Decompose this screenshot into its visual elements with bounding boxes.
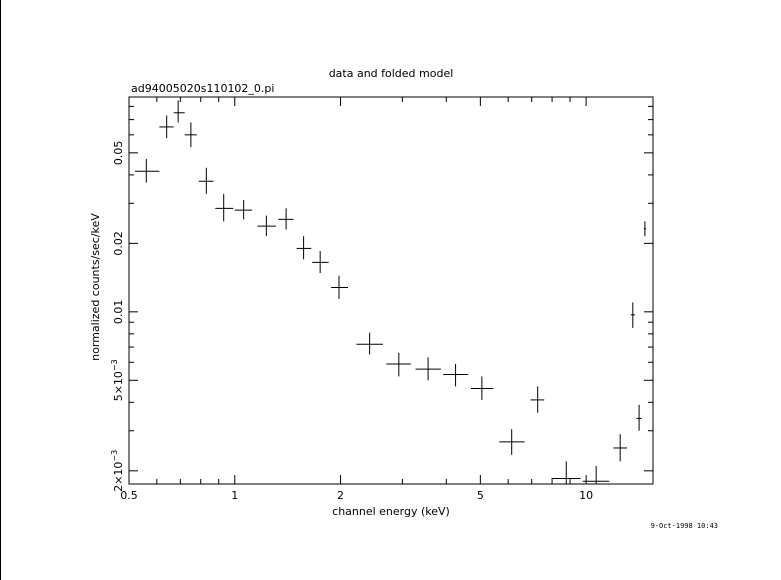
data-point xyxy=(530,386,545,413)
x-tick-label: 0.5 xyxy=(120,489,138,502)
x-tick-label: 5 xyxy=(477,489,484,502)
data-point xyxy=(312,251,329,274)
data-point xyxy=(184,122,197,148)
data-point xyxy=(159,115,174,139)
data-point xyxy=(470,376,494,400)
y-tick-label: 0.05 xyxy=(112,141,125,166)
plot-frame xyxy=(128,96,654,485)
plot-timestamp: 9-Oct-1998 10:43 xyxy=(651,522,718,530)
data-point xyxy=(173,100,185,123)
y-tick-label-text: 0.05 xyxy=(112,141,125,166)
data-point xyxy=(331,275,348,299)
data-point xyxy=(278,208,294,230)
data-point xyxy=(643,221,646,237)
x-axis-ticks xyxy=(128,97,587,484)
y-tick-label: 0.01 xyxy=(112,300,125,325)
y-axis-label: normalized counts/sec/keV xyxy=(89,213,102,361)
data-point xyxy=(215,193,234,222)
x-tick-label: 1 xyxy=(231,489,238,502)
data-point xyxy=(499,429,525,455)
y-tick-label: 0.02 xyxy=(112,231,125,256)
data-point xyxy=(415,357,441,381)
data-point xyxy=(234,200,253,220)
y-axis-tick-labels: 0.050.020.015×10−32×10−3 xyxy=(110,141,125,492)
y-tick-label: 5×10−3 xyxy=(110,359,125,401)
x-axis-tick-labels: 0.5 1 2 5 10 xyxy=(120,489,593,502)
data-point xyxy=(386,352,411,377)
chart-title: data and folded model xyxy=(329,67,454,80)
data-point xyxy=(443,363,469,387)
y-tick-label-text: 5×10 xyxy=(112,371,125,401)
y-tick-label-text: 0.02 xyxy=(112,231,125,256)
data-point xyxy=(551,461,581,484)
y-tick-label-exponent: −3 xyxy=(110,450,119,462)
data-point xyxy=(356,332,383,355)
data-point xyxy=(613,434,628,462)
data-point xyxy=(257,215,276,237)
y-tick-label-text: 0.01 xyxy=(112,300,125,325)
y-axis-ticks xyxy=(129,105,653,472)
window-left-border xyxy=(0,0,1,580)
y-tick-label-text: 2×10 xyxy=(112,462,125,492)
data-point xyxy=(134,158,160,183)
data-point xyxy=(582,465,610,484)
data-point xyxy=(636,404,642,431)
data-points xyxy=(134,100,646,484)
data-point xyxy=(198,167,214,194)
x-axis-label: channel energy (keV) xyxy=(332,505,450,518)
data-point xyxy=(630,302,635,328)
y-tick-label: 2×10−3 xyxy=(110,450,125,492)
x-tick-label: 2 xyxy=(337,489,344,502)
data-point xyxy=(296,236,312,260)
chart-subtitle: ad94005020s110102_0.pi xyxy=(131,82,274,95)
y-tick-label-exponent: −3 xyxy=(110,359,119,371)
x-tick-label: 10 xyxy=(579,489,593,502)
